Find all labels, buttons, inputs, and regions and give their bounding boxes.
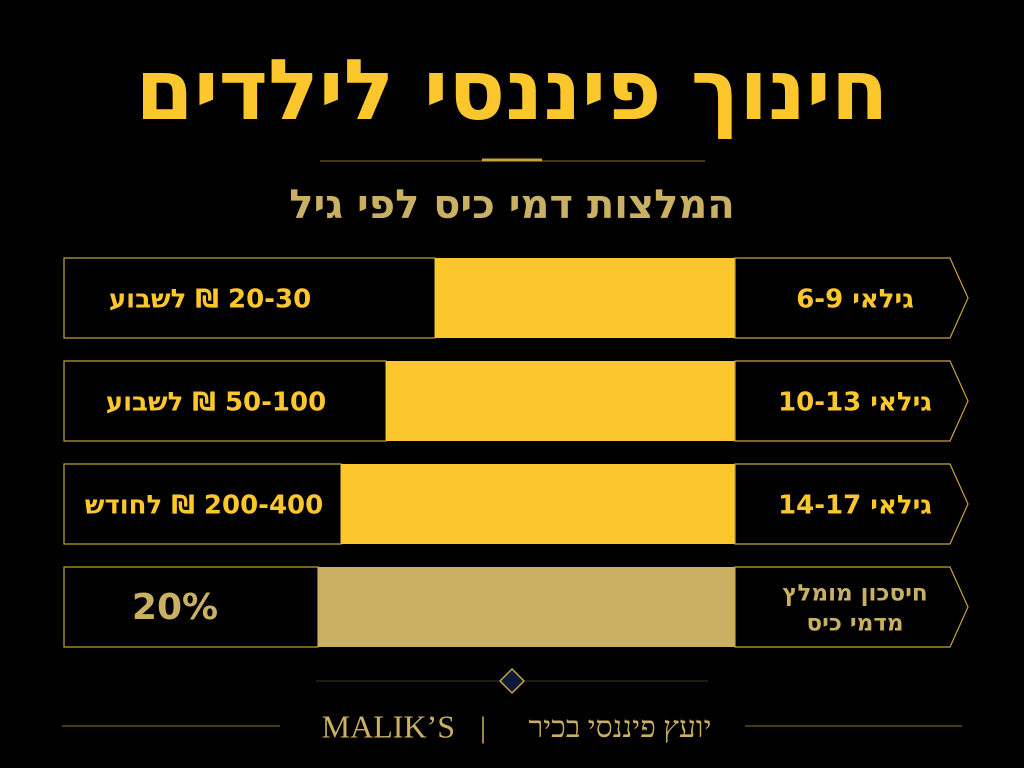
row-label: מדמי כיס — [806, 611, 903, 637]
label-box — [734, 257, 969, 339]
value-box — [63, 257, 436, 339]
row-label: גילאי 10-13 — [778, 388, 932, 418]
bar — [318, 567, 735, 647]
label-box — [734, 566, 969, 648]
title: חינוך פיננסי לילדים — [135, 41, 888, 139]
row-value: 50-100 ₪ לשבוע — [106, 388, 326, 418]
bar — [386, 361, 735, 441]
bar — [435, 258, 735, 338]
footer-tagline: יועץ פיננסי בכיר — [529, 711, 712, 744]
row-value: 200-400 ₪ לחודש — [85, 491, 323, 521]
label-box — [734, 463, 969, 545]
row-label: חיסכון מומלץ — [782, 581, 927, 607]
footer-separator: | — [480, 711, 486, 744]
rows: 20-30 ₪ לשבוע גילאי 6-9 50-100 ₪ לשבוע גילא… — [63, 257, 969, 648]
bar — [341, 464, 735, 544]
value-box — [63, 463, 342, 545]
footer-brand: MALIK’S — [322, 708, 455, 744]
diamond — [498, 667, 526, 695]
subtitle: המלצות דמי כיס לפי גיל — [289, 182, 735, 228]
row-label: גילאי 14-17 — [778, 491, 932, 521]
row-label: גילאי 6-9 — [796, 285, 914, 315]
value-box — [63, 566, 319, 648]
label-box — [734, 360, 969, 442]
row-value: 20% — [132, 587, 218, 628]
row-value: 20-30 ₪ לשבוע — [109, 285, 311, 315]
